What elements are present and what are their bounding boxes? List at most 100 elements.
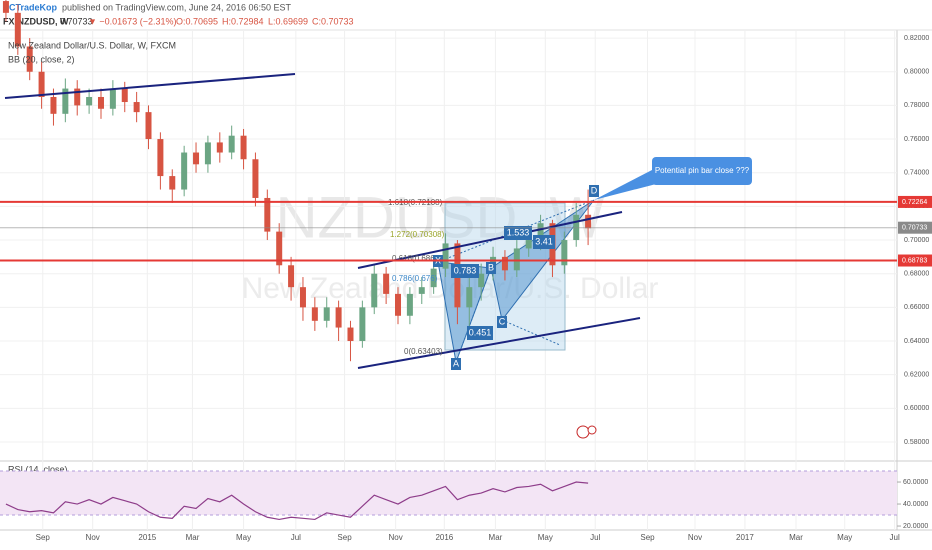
x-tick-label: 2015: [138, 533, 156, 542]
event-flag[interactable]: [576, 425, 590, 439]
last-price: 0.70733: [60, 16, 93, 26]
candle-body: [525, 240, 532, 249]
candle-body: [157, 139, 164, 177]
ratio-label: 0.783: [454, 265, 477, 275]
fib-label: 0(0.63403): [404, 347, 443, 356]
ratio-label: 3.41: [535, 236, 553, 246]
y-tick-label: 0.78000: [904, 102, 929, 109]
candle-body: [466, 287, 473, 308]
callout-pointer: [594, 170, 660, 200]
candle-body: [513, 248, 520, 271]
published-line: published on TradingView.com, June 24, 2…: [62, 2, 291, 12]
x-tick-label: May: [538, 533, 553, 542]
x-tick-label: Mar: [186, 533, 200, 542]
candle-body: [359, 307, 366, 342]
x-tick-label: Nov: [688, 533, 702, 542]
candle-body: [216, 142, 223, 153]
ratio-box: [467, 326, 493, 340]
candle-body: [276, 231, 283, 266]
candle-body: [252, 159, 259, 198]
point-box: [486, 262, 496, 274]
publisher[interactable]: PCTradeKop: [3, 2, 58, 12]
channel-upper[interactable]: [357, 211, 623, 269]
x-tick-label: 2016: [435, 533, 453, 542]
candle-body: [228, 135, 235, 153]
watermark-subtitle: New Zealand Dollar/U.S. Dollar: [242, 272, 659, 305]
x-tick-label: 2017: [736, 533, 754, 542]
candle-body: [323, 307, 330, 321]
candle-body: [86, 96, 93, 106]
ohlc-high: H:0.72984: [222, 16, 264, 26]
candle-body: [50, 96, 57, 114]
ratio-box: [533, 235, 555, 249]
trend-line[interactable]: [4, 73, 296, 99]
ohlc-low: L:0.69699: [268, 16, 308, 26]
candle-body: [311, 307, 318, 321]
y-tick-label: 0.62000: [904, 372, 929, 379]
candle-body: [395, 293, 402, 316]
y-tick-label: 0.70000: [904, 237, 929, 244]
candle-body: [501, 256, 508, 271]
y-tick-label: 0.64000: [904, 338, 929, 345]
ohlc-close: C:0.70733: [312, 16, 354, 26]
x-tick-label: May: [837, 533, 852, 542]
y-tick-label: 0.68000: [904, 271, 929, 278]
candle-body: [430, 268, 437, 288]
callout[interactable]: [652, 157, 752, 185]
chart-title: New Zealand Dollar/U.S. Dollar, W, FXCM: [8, 40, 176, 50]
candle-body: [109, 88, 116, 109]
rsi-title: RSI (14, close): [8, 464, 68, 474]
x-tick-label: Sep: [36, 533, 51, 542]
pattern-cd: [501, 319, 561, 346]
rsi-tick-label: 60.0000: [903, 479, 928, 486]
y-tick-label: 0.66000: [904, 304, 929, 311]
point-box: [497, 316, 507, 328]
candle-body: [299, 287, 306, 308]
candle-body: [14, 12, 21, 47]
fib-label: 1.272(0.70308): [390, 230, 445, 239]
x-tick-label: May: [236, 533, 251, 542]
level-label: 0.72264: [902, 199, 927, 206]
candle-body: [145, 112, 152, 140]
candle-body: [169, 176, 176, 190]
pattern-ab: [455, 267, 492, 363]
y-tick-label: 0.60000: [904, 405, 929, 412]
y-tick-label: 0.74000: [904, 170, 929, 177]
candle-body: [97, 96, 104, 109]
candle-body: [133, 102, 140, 113]
ratio-label: 0.451: [469, 327, 492, 337]
candle-body: [406, 293, 413, 316]
candle-body: [442, 243, 449, 269]
candle-body: [240, 135, 247, 160]
candle-body: [347, 327, 354, 342]
fib-label: 0.618(0.6863): [392, 254, 442, 263]
rsi-tick-label: 40.0000: [903, 501, 928, 508]
point-label: A: [453, 358, 459, 368]
rsi-line: [5, 481, 589, 521]
ratio-label: 1.533: [507, 227, 530, 237]
channel-lower[interactable]: [357, 317, 641, 369]
event-flag[interactable]: [587, 425, 597, 435]
x-tick-label: Jul: [890, 533, 900, 542]
level-label: 0.68783: [902, 257, 927, 264]
level-label: 0.70733: [902, 225, 927, 232]
candle-body: [62, 88, 69, 114]
candle-body: [181, 152, 188, 190]
x-tick-label: Jul: [291, 533, 301, 542]
candle-body: [537, 223, 544, 241]
rsi-tick-label: 20.0000: [903, 523, 928, 530]
candle-body: [418, 287, 425, 294]
price-change: ▼ −0.01673 (−2.31%): [88, 16, 176, 26]
ohlc-open: O:0.70695: [176, 16, 218, 26]
point-box: [589, 185, 599, 197]
candle-body: [585, 214, 592, 229]
y-tick-label: 0.82000: [904, 35, 929, 42]
point-label: B: [488, 262, 494, 272]
candle-body: [26, 46, 33, 72]
candle-body: [371, 273, 378, 308]
callout-text: Potential pin bar close ???: [655, 166, 750, 175]
x-tick-label: Jul: [590, 533, 600, 542]
x-tick-label: Sep: [640, 533, 655, 542]
candle-body: [264, 197, 271, 232]
